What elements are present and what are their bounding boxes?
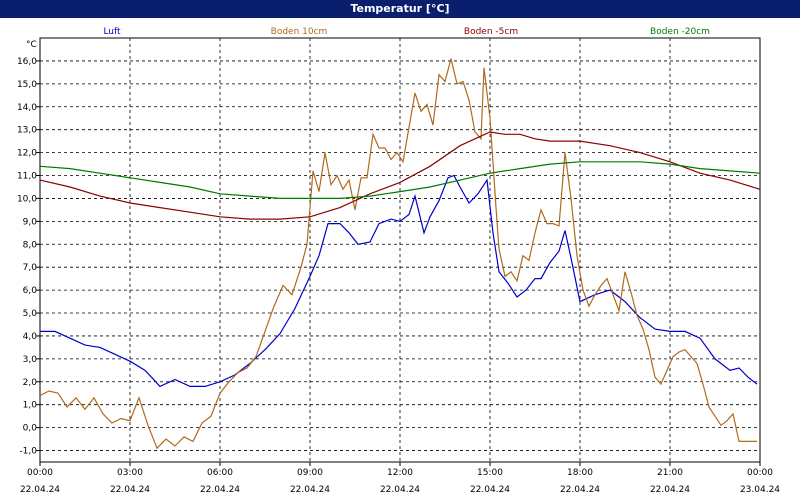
x-tick-date-label: 22.04.24 xyxy=(650,485,690,495)
y-tick-label: -1,0 xyxy=(19,447,37,457)
x-tick-date-label: 22.04.24 xyxy=(20,485,60,495)
y-tick-label: 0,0 xyxy=(23,424,38,434)
series-line-boden-10cm xyxy=(39,58,757,450)
x-tick-date-label: 23.04.24 xyxy=(740,485,780,495)
y-tick-label: 12,0 xyxy=(17,149,37,159)
x-tick-date-label: 22.04.24 xyxy=(560,485,600,495)
y-tick-label: 16,0 xyxy=(17,57,37,67)
x-tick-time-label: 21:00 xyxy=(657,468,683,478)
series-line-boden-5cm xyxy=(39,131,761,220)
y-tick-label: 9,0 xyxy=(23,217,38,227)
x-tick-date-label: 22.04.24 xyxy=(470,485,510,495)
legend-entry: Luft xyxy=(103,27,121,37)
y-tick-label: 13,0 xyxy=(17,126,37,136)
y-tick-label: 4,0 xyxy=(23,332,38,342)
series-lines xyxy=(39,58,761,450)
y-tick-label: 15,0 xyxy=(17,80,37,90)
x-tick-time-label: 03:00 xyxy=(117,468,143,478)
legend-entry: Boden -5cm xyxy=(464,27,518,37)
axes: °C -1,0 0,0 1,0 2,0 3,0 4,0 5,0 6,0 7,0 8,0 9,0 10,0… xyxy=(17,37,780,495)
x-tick-time-label: 12:00 xyxy=(387,468,413,478)
y-tick-label: 3,0 xyxy=(23,355,38,365)
x-tick-time-label: 06:00 xyxy=(207,468,233,478)
series-line-boden-20cm xyxy=(39,161,761,199)
x-tick-time-label: 00:00 xyxy=(27,468,53,478)
y-tick-label: 7,0 xyxy=(23,263,38,273)
x-tick-date-label: 22.04.24 xyxy=(380,485,420,495)
legend-entry: Boden -20cm xyxy=(650,27,710,37)
legend-entry: Boden 10cm xyxy=(271,27,328,37)
x-tick-time-label: 15:00 xyxy=(477,468,503,478)
x-tick-date-label: 22.04.24 xyxy=(290,485,330,495)
y-tick-label: 5,0 xyxy=(23,309,38,319)
grid xyxy=(40,38,760,462)
y-tick-label: 14,0 xyxy=(17,103,37,113)
y-tick-label: 11,0 xyxy=(17,172,37,182)
x-tick-date-label: 22.04.24 xyxy=(110,485,150,495)
x-tick-time-label: 18:00 xyxy=(567,468,593,478)
y-tick-label: 10,0 xyxy=(17,194,37,204)
series-line-luft xyxy=(40,174,758,388)
y-unit-label: °C xyxy=(26,40,37,50)
y-tick-label: 6,0 xyxy=(23,286,38,296)
x-tick-time-label: 00:00 xyxy=(747,468,773,478)
legend: Luft Boden 10cm Boden -5cm Boden -20cm xyxy=(103,27,710,37)
y-tick-label: 2,0 xyxy=(23,378,38,388)
x-tick-time-label: 09:00 xyxy=(297,468,323,478)
chart-title: Temperatur [°C] xyxy=(0,0,800,18)
y-tick-label: 8,0 xyxy=(23,240,38,250)
y-tick-label: 1,0 xyxy=(23,401,38,411)
x-tick-date-label: 22.04.24 xyxy=(200,485,240,495)
